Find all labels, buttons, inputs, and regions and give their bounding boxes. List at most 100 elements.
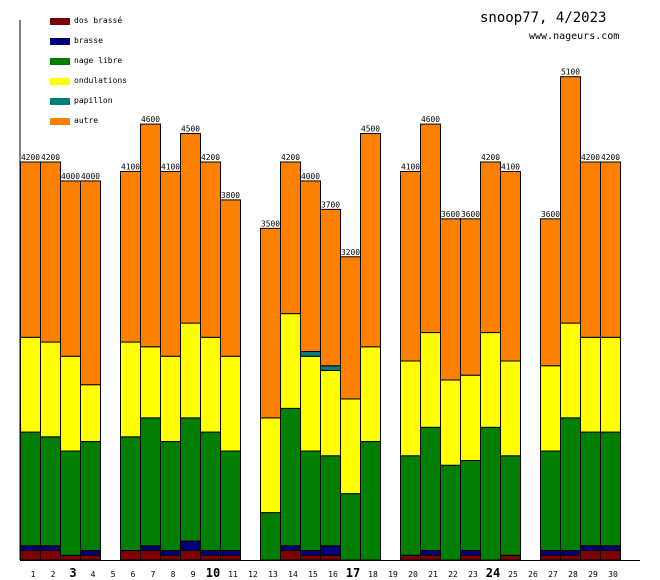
total-label: 4200 — [281, 153, 300, 162]
x-tick-label: 6 — [131, 570, 136, 579]
legend-swatch-papillon — [50, 98, 70, 105]
bar-segment-dos_brasse-day-14 — [280, 550, 301, 561]
bar-segment-dos_brasse-day-15 — [300, 554, 321, 561]
bar-segment-ondulations-day-11 — [220, 355, 241, 452]
bar-segment-ondulations-day-23 — [460, 374, 481, 462]
total-label: 4200 — [481, 153, 500, 162]
bar-segment-nage_libre-day-30 — [600, 431, 621, 547]
bar-segment-nage_libre-day-21 — [420, 426, 441, 552]
bar-segment-ondulations-day-30 — [600, 336, 621, 433]
bar-segment-autre-day-17 — [340, 256, 361, 400]
legend-swatch-autre — [50, 118, 70, 125]
bar-segment-autre-day-16 — [320, 208, 341, 367]
bar-segment-autre-day-7 — [140, 123, 161, 348]
total-label: 4200 — [21, 153, 40, 162]
x-tick-label: 5 — [111, 570, 116, 579]
bar-segment-dos_brasse-day-30 — [600, 550, 621, 561]
x-tick-label: 17 — [346, 566, 360, 580]
bar-segment-autre-day-11 — [220, 199, 241, 357]
total-label: 3600 — [461, 210, 480, 219]
total-label: 4200 — [201, 153, 220, 162]
x-tick-label: 12 — [248, 570, 258, 579]
bar-segment-dos_brasse-day-23 — [460, 554, 481, 561]
bar-segment-brasse-day-15 — [300, 550, 321, 556]
total-label: 4100 — [121, 162, 140, 171]
x-tick-label: 25 — [508, 570, 518, 579]
bar-segment-ondulations-day-16 — [320, 369, 341, 457]
x-tick-label: 24 — [486, 566, 500, 580]
bar-segment-brasse-day-8 — [160, 550, 181, 556]
bar-segment-brasse-day-23 — [460, 550, 481, 556]
total-label: 3500 — [261, 219, 280, 228]
bar-segment-ondulations-day-10 — [200, 336, 221, 433]
bar-segment-nage_libre-day-4 — [80, 441, 101, 552]
x-tick-label: 14 — [288, 570, 298, 579]
total-label: 4200 — [601, 153, 620, 162]
bar-segment-nage_libre-day-20 — [400, 455, 421, 556]
bar-segment-nage_libre-day-16 — [320, 455, 341, 547]
total-label: 4000 — [61, 172, 80, 181]
bar-segment-nage_libre-day-18 — [360, 441, 381, 561]
x-tick-label: 13 — [268, 570, 278, 579]
bar-segment-autre-day-29 — [580, 161, 601, 338]
bar-segment-dos_brasse-day-1 — [20, 550, 41, 561]
total-label: 4200 — [41, 153, 60, 162]
bar-segment-nage_libre-day-17 — [340, 493, 361, 561]
bar-segment-ondulations-day-6 — [120, 341, 141, 438]
bar-segment-nage_libre-day-11 — [220, 450, 241, 552]
bar-segment-brasse-day-1 — [20, 545, 41, 552]
bar-segment-ondulations-day-7 — [140, 346, 161, 419]
x-tick-label: 16 — [328, 570, 338, 579]
bar-segment-nage_libre-day-14 — [280, 407, 301, 547]
legend-swatch-ondulations — [50, 78, 70, 85]
bar-segment-ondulations-day-1 — [20, 336, 41, 433]
bar-segment-autre-day-30 — [600, 161, 621, 338]
bar-segment-autre-day-24 — [480, 161, 501, 334]
x-tick-label: 28 — [568, 570, 578, 579]
bar-segment-autre-day-2 — [40, 161, 61, 343]
bar-segment-autre-day-8 — [160, 170, 181, 357]
bar-segment-ondulations-day-3 — [60, 355, 81, 452]
bar-segment-dos_brasse-day-10 — [200, 554, 221, 561]
site-url: www.nageurs.com — [529, 31, 620, 42]
bar-segment-ondulations-day-18 — [360, 346, 381, 443]
bar-segment-brasse-day-2 — [40, 545, 61, 552]
bar-segment-nage_libre-day-6 — [120, 436, 141, 552]
legend-swatch-nage-libre — [50, 58, 70, 65]
bar-segment-brasse-day-9 — [180, 540, 201, 552]
x-tick-label: 9 — [191, 570, 196, 579]
bar-segment-nage_libre-day-28 — [560, 417, 581, 552]
total-label: 3200 — [341, 248, 360, 257]
bar-segment-nage_libre-day-15 — [300, 450, 321, 552]
total-label: 3600 — [541, 210, 560, 219]
bar-segment-brasse-day-27 — [540, 550, 561, 556]
total-label: 3800 — [221, 191, 240, 200]
bar-segment-nage_libre-day-3 — [60, 450, 81, 556]
bar-segment-brasse-day-28 — [560, 550, 581, 556]
bar-segment-autre-day-25 — [500, 170, 521, 362]
bar-segment-nage_libre-day-13 — [260, 512, 281, 561]
bar-segment-dos_brasse-day-11 — [220, 554, 241, 561]
bar-segment-dos_brasse-day-20 — [400, 554, 421, 561]
x-tick-label: 11 — [228, 570, 238, 579]
bar-segment-nage_libre-day-8 — [160, 441, 181, 552]
x-tick-label: 18 — [368, 570, 378, 579]
bar-segment-autre-day-10 — [200, 161, 221, 338]
legend-label: nage libre — [74, 56, 123, 65]
bar-segment-nage_libre-day-25 — [500, 455, 521, 556]
x-tick-label: 26 — [528, 570, 538, 579]
x-tick-label: 30 — [608, 570, 618, 579]
bar-segment-papillon-day-16 — [320, 365, 341, 371]
bar-segment-ondulations-day-27 — [540, 365, 561, 452]
bar-segment-ondulations-day-14 — [280, 313, 301, 409]
bar-segment-autre-day-21 — [420, 123, 441, 334]
total-label: 4100 — [161, 162, 180, 171]
bar-segment-brasse-day-7 — [140, 545, 161, 552]
bar-segment-autre-day-4 — [80, 180, 101, 386]
legend-label: dos brassé — [74, 16, 123, 25]
total-label: 4500 — [361, 125, 380, 134]
bar-segment-ondulations-day-21 — [420, 332, 441, 428]
bar-segment-ondulations-day-29 — [580, 336, 601, 433]
total-label: 4000 — [301, 172, 320, 181]
